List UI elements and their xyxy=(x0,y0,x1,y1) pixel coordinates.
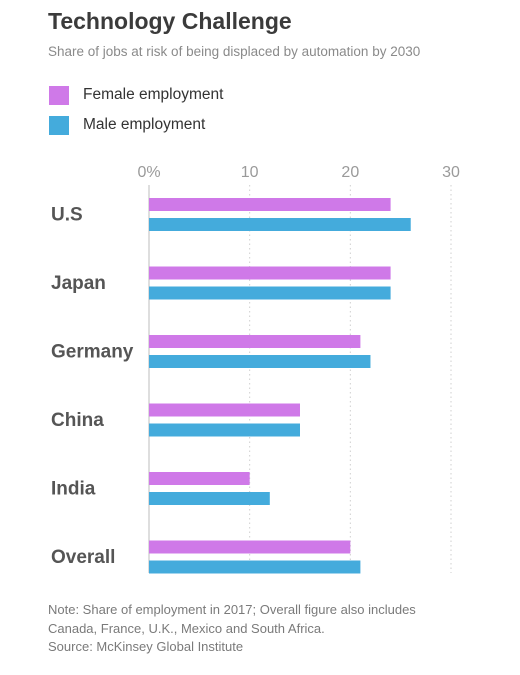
category-label: China xyxy=(51,410,104,431)
legend-swatch-female xyxy=(49,85,69,105)
bar-female-5 xyxy=(149,540,351,554)
bar-female-2 xyxy=(149,335,361,348)
bar-male-1 xyxy=(149,286,391,300)
chart-title: Technology Challenge xyxy=(48,8,292,34)
category-label: Overall xyxy=(51,547,115,568)
legend-item-male: Male employment xyxy=(49,115,205,135)
legend-swatch-male xyxy=(49,115,69,135)
bar-male-2 xyxy=(149,355,371,368)
x-tick-label: 20 xyxy=(341,164,359,181)
bar-male-0 xyxy=(149,218,411,231)
note-line-1: Note: Share of employment in 2017; Overa… xyxy=(48,602,416,617)
x-tick-label: 10 xyxy=(241,164,259,181)
chart-notes: Note: Share of employment in 2017; Overa… xyxy=(48,601,416,657)
source-line: Source: McKinsey Global Institute xyxy=(48,639,244,654)
category-label: Japan xyxy=(51,273,106,294)
bar-male-5 xyxy=(149,560,361,574)
legend-item-female: Female employment xyxy=(49,85,223,105)
legend-label-male: Male employment xyxy=(83,116,206,133)
x-tick-label: 0% xyxy=(137,164,160,181)
bar-female-3 xyxy=(149,403,300,417)
bar-female-4 xyxy=(149,472,250,485)
bar-male-4 xyxy=(149,492,270,505)
category-label: U.S xyxy=(51,205,83,226)
bar-chart: 0% 10 20 30 U.S Japan Germany China India Overall xyxy=(51,164,460,574)
category-label: India xyxy=(51,479,96,500)
legend-label-female: Female employment xyxy=(83,86,224,103)
chart-subtitle: Share of jobs at risk of being displaced… xyxy=(48,44,421,59)
category-label: Germany xyxy=(51,342,134,363)
note-line-2: Canada, France, U.K., Mexico and South A… xyxy=(48,620,325,636)
bar-female-0 xyxy=(149,198,391,211)
x-tick-label: 30 xyxy=(442,164,460,181)
bar-male-3 xyxy=(149,423,300,437)
bar-female-1 xyxy=(149,266,391,280)
